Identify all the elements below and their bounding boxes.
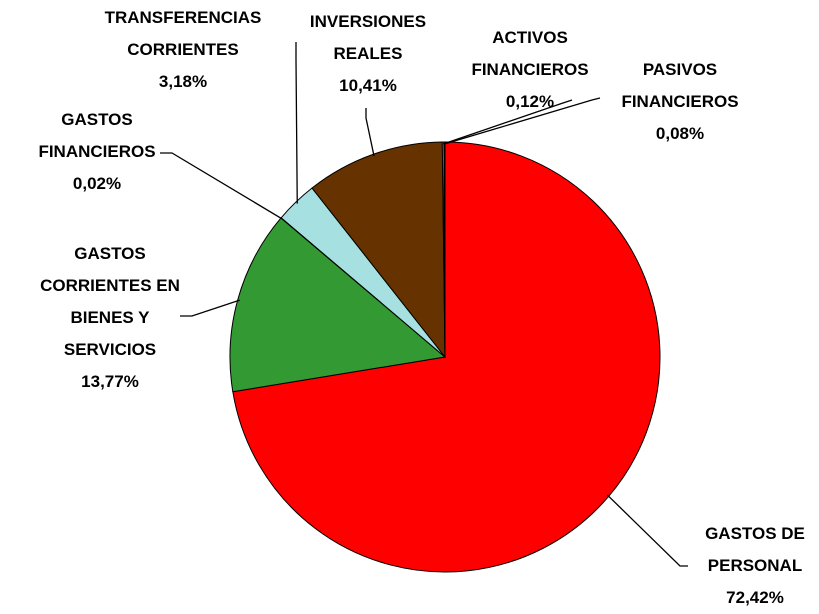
slice-label: PASIVOS FINANCIEROS 0,08% — [605, 54, 755, 150]
value-label: 13,77% — [81, 372, 139, 391]
pie-slice — [229, 217, 447, 393]
value-label: 72,42% — [726, 588, 784, 607]
leader-line — [444, 97, 601, 145]
category-name: TRANSFERENCIAS CORRIENTES — [104, 8, 262, 59]
value-label: 0,12% — [505, 92, 555, 111]
category-name: GASTOS CORRIENTES EN BIENES Y SERVICIOS — [40, 244, 180, 359]
value-label: 0,08% — [655, 124, 705, 143]
leader-line — [160, 152, 283, 220]
value-label: 3,18% — [158, 72, 208, 91]
category-name: GASTOS FINANCIEROS — [38, 110, 156, 161]
leader-line — [295, 42, 298, 204]
slice-label: GASTOS CORRIENTES EN BIENES Y SERVICIOS 1… — [30, 238, 190, 398]
slice-label: GASTOS DE PERSONAL 72,42% — [680, 518, 819, 614]
leader-line — [180, 299, 240, 317]
category-name: INVERSIONES REALES — [309, 12, 427, 63]
slice-label: ACTIVOS FINANCIEROS 0,12% — [455, 22, 605, 118]
slice-label: TRANSFERENCIAS CORRIENTES 3,18% — [93, 2, 273, 98]
leader-line — [365, 108, 375, 157]
value-label: 10,41% — [339, 76, 397, 95]
category-name: GASTOS DE PERSONAL — [705, 524, 805, 575]
value-label: 0,02% — [72, 174, 122, 193]
leader-line — [606, 494, 688, 567]
slice-label: INVERSIONES REALES 10,41% — [293, 6, 443, 102]
category-name: PASIVOS FINANCIEROS — [621, 60, 739, 111]
pie-slice — [443, 141, 446, 358]
leader-line — [442, 99, 573, 145]
category-name: ACTIVOS FINANCIEROS — [471, 28, 589, 79]
slice-label: GASTOS FINANCIEROS 0,02% — [27, 104, 167, 200]
